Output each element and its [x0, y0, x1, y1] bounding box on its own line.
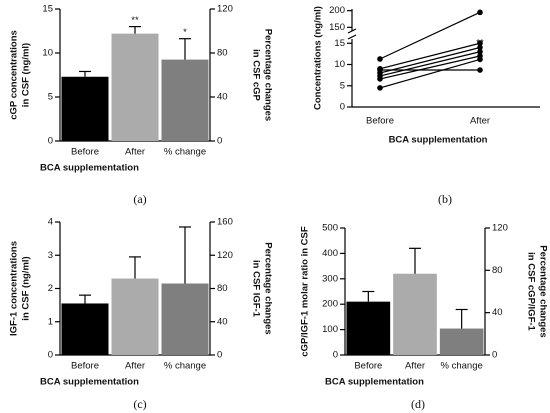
x-tick-label: After	[470, 116, 490, 127]
y-tick-label: 4	[48, 217, 53, 228]
line	[379, 58, 481, 89]
y-tick-label: 0	[333, 350, 338, 361]
point	[477, 67, 483, 73]
y-tick-label: 10	[334, 59, 345, 70]
y-axis-label: in CSF (ng/ml)	[21, 256, 32, 320]
y2-tick-label: 40	[217, 316, 228, 327]
y2-tick-label: 40	[217, 92, 228, 103]
y2-axis-label: Percentage changes	[537, 245, 548, 337]
y2-tick-label: 0	[217, 350, 222, 361]
y2-tick-label: 80	[492, 265, 503, 276]
axis-break	[347, 34, 357, 40]
y-tick-label: 15	[334, 38, 345, 49]
y-tick-label: 5	[48, 92, 53, 103]
y-tick-label: 1	[48, 316, 53, 327]
line	[379, 11, 481, 60]
x-tick-label: After	[125, 147, 145, 158]
x-tick-label: % change	[164, 361, 206, 372]
y-tick-label: 500	[322, 223, 338, 234]
point	[477, 40, 483, 47]
panel-label: (c)	[133, 397, 146, 411]
axis-break	[347, 28, 357, 34]
y-axis-label: Concentrations (ng/ml)	[313, 6, 324, 110]
point	[377, 56, 383, 62]
bar	[111, 278, 159, 355]
x-tick-label: Before	[71, 361, 99, 372]
y2-axis-label: Percentage changes	[262, 29, 273, 121]
x-tick-label: Before	[354, 361, 382, 372]
y-tick-label: 15	[42, 4, 53, 15]
point	[477, 9, 483, 16]
y-axis-label: IGF-1 concentrations	[9, 241, 20, 336]
bar	[439, 328, 484, 355]
y2-tick-label: 120	[217, 4, 233, 15]
y2-axis-label: Percentage changes	[262, 242, 273, 334]
y-tick-label: 200	[329, 5, 345, 16]
x-tick-label: Before	[71, 147, 99, 158]
y-tick-label: 300	[322, 273, 338, 284]
y2-tick-label: 120	[217, 250, 233, 261]
y-axis-label: in CSF (ng/ml)	[21, 43, 32, 107]
panel-label: (b)	[438, 192, 452, 206]
x-tick-label: Before	[366, 116, 394, 127]
y-tick-label: 0	[48, 136, 53, 147]
y2-tick-label: 0	[492, 350, 497, 361]
y2-axis-label: in CSF cGP	[250, 49, 261, 101]
x-tick-label: After	[405, 361, 425, 372]
x-tick-label: % change	[164, 147, 206, 158]
y2-tick-label: 80	[217, 283, 228, 294]
y-tick-label: 400	[322, 248, 338, 259]
line	[379, 55, 481, 80]
y-tick-label: 150	[329, 22, 345, 33]
annotation: **	[131, 15, 139, 26]
y2-axis-label: in CSF IGF-1	[250, 260, 261, 318]
y-tick-label: 0	[48, 350, 53, 361]
bar	[111, 33, 159, 141]
y-tick-label: 100	[322, 324, 338, 335]
y2-tick-label: 80	[217, 48, 228, 59]
y2-axis-label: in CSF cGP/IGF-1	[525, 252, 536, 331]
y2-tick-label: 0	[217, 136, 222, 147]
y2-tick-label: 120	[492, 223, 508, 234]
y-tick-label: 10	[42, 48, 53, 59]
y-tick-label: 3	[48, 250, 53, 261]
point	[477, 56, 483, 63]
y-axis-label: cGP/IGF-1 molar ratio in CSF	[300, 226, 311, 357]
bar	[61, 303, 109, 355]
point	[477, 48, 483, 55]
x-tick-label: % change	[441, 361, 483, 372]
line	[379, 42, 481, 70]
line	[379, 51, 481, 77]
x-axis-label: BCA supplementation	[40, 163, 139, 174]
line	[379, 46, 481, 74]
x-tick-label: After	[125, 361, 145, 372]
y-axis-label: cGP concentrations	[9, 30, 20, 120]
bar	[393, 273, 437, 355]
x-axis-label: BCA supplementation	[325, 377, 424, 388]
y-tick-label: 5	[340, 80, 345, 91]
y-tick-label: 200	[322, 299, 338, 310]
point	[377, 76, 383, 82]
panel-label: (d)	[411, 397, 425, 411]
y-tick-label: 2	[48, 283, 53, 294]
x-axis-label: BCA supplementation	[389, 135, 488, 146]
panel-label: (a)	[133, 192, 146, 206]
bar	[161, 283, 209, 355]
annotation: **	[476, 38, 484, 49]
annotation: *	[183, 27, 187, 38]
y2-tick-label: 160	[217, 217, 233, 228]
bar	[61, 76, 109, 141]
point	[477, 44, 483, 51]
bar	[161, 59, 209, 141]
x-axis-label: BCA supplementation	[40, 377, 139, 388]
point	[377, 85, 383, 91]
bar	[346, 301, 391, 355]
y2-tick-label: 40	[492, 307, 503, 318]
y-tick-label: 0	[340, 102, 345, 113]
